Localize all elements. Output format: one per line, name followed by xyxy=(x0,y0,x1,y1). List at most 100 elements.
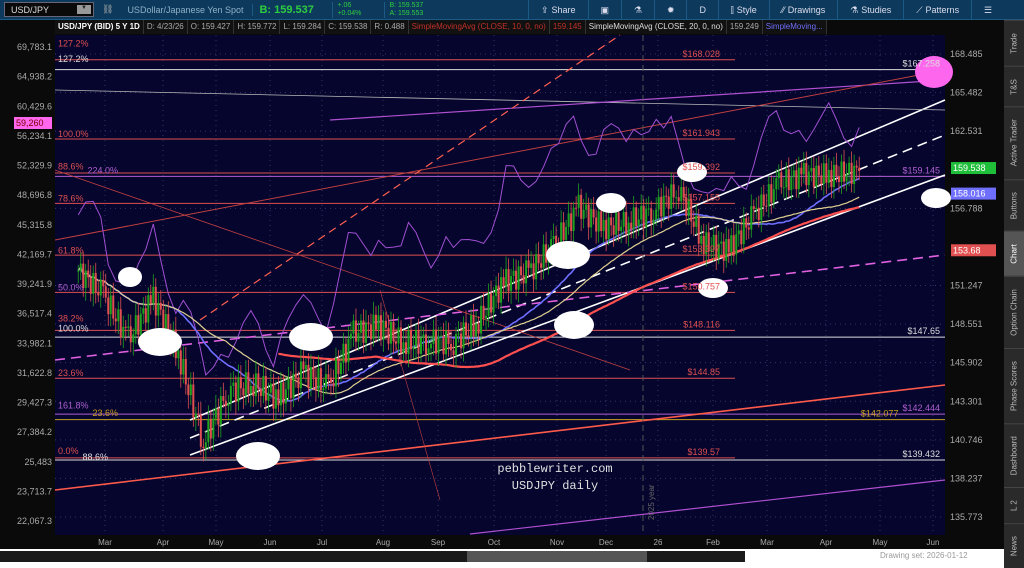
candle-body xyxy=(605,219,608,240)
candle-body xyxy=(137,315,140,335)
candle-body xyxy=(94,273,97,293)
d-button[interactable]: D xyxy=(686,0,717,20)
candle-body xyxy=(675,197,678,199)
right-axis-tick: 143.301 xyxy=(950,396,983,406)
sma20-label[interactable]: SimpleMovingAvg (CLOSE, 20, 0, no) xyxy=(585,20,727,34)
candle-body xyxy=(304,364,307,370)
menu-button[interactable]: ☰ xyxy=(971,0,1004,20)
x-axis-tick: Sep xyxy=(431,538,446,547)
candle-body xyxy=(835,164,838,177)
gear-button[interactable]: ✹ xyxy=(653,0,686,20)
price-level-label: $142.077 xyxy=(861,409,899,419)
candle-body xyxy=(755,207,758,210)
candle-body xyxy=(287,378,290,390)
candle-body xyxy=(162,309,165,333)
tab-trade[interactable]: Trade xyxy=(1004,20,1024,66)
left-axis-tick: 36,517.4 xyxy=(17,309,52,319)
alert-button[interactable]: ▣ xyxy=(587,0,621,20)
scrollbar-thumb[interactable] xyxy=(467,551,647,562)
tab-active-trader[interactable]: Active Trader xyxy=(1004,106,1024,179)
candle-body xyxy=(650,208,653,224)
btc-overlay-line xyxy=(77,101,860,377)
candle-body xyxy=(800,167,803,175)
candle-body xyxy=(795,170,798,190)
candle-body xyxy=(77,270,80,272)
candle-body xyxy=(457,333,460,335)
candle-body xyxy=(192,384,195,418)
candle-body xyxy=(354,320,357,342)
share-icon: ⇪ xyxy=(540,4,549,15)
candle-body xyxy=(855,165,858,168)
candle-body xyxy=(520,266,523,276)
tab-t-s[interactable]: T&S xyxy=(1004,65,1024,107)
left-axis-tick: 45,315.8 xyxy=(17,220,52,230)
tab-chart[interactable]: Chart xyxy=(1004,231,1024,276)
tab-news[interactable]: News xyxy=(1004,522,1024,568)
candle-body xyxy=(805,162,808,186)
sma-more-label[interactable]: SimpleMoving... xyxy=(762,20,827,34)
tab-option-chain[interactable]: Option Chain xyxy=(1004,275,1024,348)
drawings-button[interactable]: ⁄⁄ Drawings xyxy=(768,0,837,20)
studies-button[interactable]: ⚗ Studies xyxy=(837,0,903,20)
price-chart[interactable]: $168.028 $167.258 $161.943 $159.392 $159.145… xyxy=(0,34,1004,549)
price-badge xyxy=(951,187,996,200)
candle-body xyxy=(717,243,720,259)
candle-body xyxy=(214,408,217,419)
candle-body xyxy=(617,212,620,231)
tab-phase-scores[interactable]: Phase Scores xyxy=(1004,347,1024,423)
candle-body xyxy=(422,334,425,338)
bar-high: H: 159.772 xyxy=(234,20,281,34)
candle-body xyxy=(202,446,205,448)
bar-low: L: 159.284 xyxy=(280,20,326,34)
fib-label: 61.8% xyxy=(58,245,84,255)
candle-body xyxy=(767,184,770,206)
candle-body xyxy=(662,195,665,217)
candle-body xyxy=(410,330,412,350)
horizontal-scrollbar[interactable] xyxy=(0,551,745,562)
pattern-icon: ⟋ xyxy=(916,4,923,15)
flask-button[interactable]: ⚗ xyxy=(620,0,654,20)
price-level-label: $147.65 xyxy=(907,326,940,336)
candle-body xyxy=(777,172,780,179)
symbol-header: USD/JPY ▼ ⛓ USDollar/Japanese Yen Spot B:… xyxy=(0,0,528,20)
candle-body xyxy=(452,350,455,355)
price-level-label: $150.757 xyxy=(682,281,720,291)
tab-dashboard[interactable]: Dashboard xyxy=(1004,422,1024,487)
x-axis-tick: Aug xyxy=(376,538,390,547)
candle-body xyxy=(665,195,668,197)
share-button[interactable]: ⇪ Share xyxy=(528,0,588,20)
candle-body xyxy=(735,234,738,255)
candle-body xyxy=(535,254,538,280)
link-icon[interactable]: ⛓ xyxy=(102,4,114,14)
candle-body xyxy=(132,334,135,343)
drawing-set-label[interactable]: Drawing set: 2026-01-12 xyxy=(880,551,968,560)
style-button[interactable]: ⫿ Style xyxy=(717,0,769,20)
candle-body xyxy=(117,309,120,322)
candle-body xyxy=(254,373,257,397)
sma10-value: 159.145 xyxy=(549,20,586,34)
sma10-label[interactable]: SimpleMovingAvg (CLOSE, 10, 0, no) xyxy=(408,20,550,34)
candle-body xyxy=(122,326,125,338)
candle-body xyxy=(232,382,235,386)
tab-l-2[interactable]: L 2 xyxy=(1004,486,1024,523)
tab-buttons[interactable]: Buttons xyxy=(1004,178,1024,232)
left-axis-tick: 27,384.2 xyxy=(17,427,52,437)
x-axis-tick: May xyxy=(872,538,887,547)
gear-icon: ✹ xyxy=(666,4,675,15)
candle-body xyxy=(177,350,180,359)
symbol-selector[interactable]: USD/JPY ▼ xyxy=(4,2,94,17)
candle-body xyxy=(82,263,85,289)
chevron-down-icon[interactable]: ▼ xyxy=(77,5,91,14)
candle-body xyxy=(812,167,815,187)
candle-body xyxy=(292,373,295,399)
patterns-button[interactable]: ⟋ Patterns xyxy=(903,0,971,20)
candle-body xyxy=(102,280,105,287)
candle-body xyxy=(517,266,520,290)
candle-body xyxy=(787,169,790,191)
flask-icon: ⚗ xyxy=(633,4,643,15)
candle-body xyxy=(152,286,155,304)
candle-body xyxy=(455,334,458,355)
candle-body xyxy=(737,230,740,235)
candle-body xyxy=(710,249,713,252)
candle-body xyxy=(530,263,533,268)
